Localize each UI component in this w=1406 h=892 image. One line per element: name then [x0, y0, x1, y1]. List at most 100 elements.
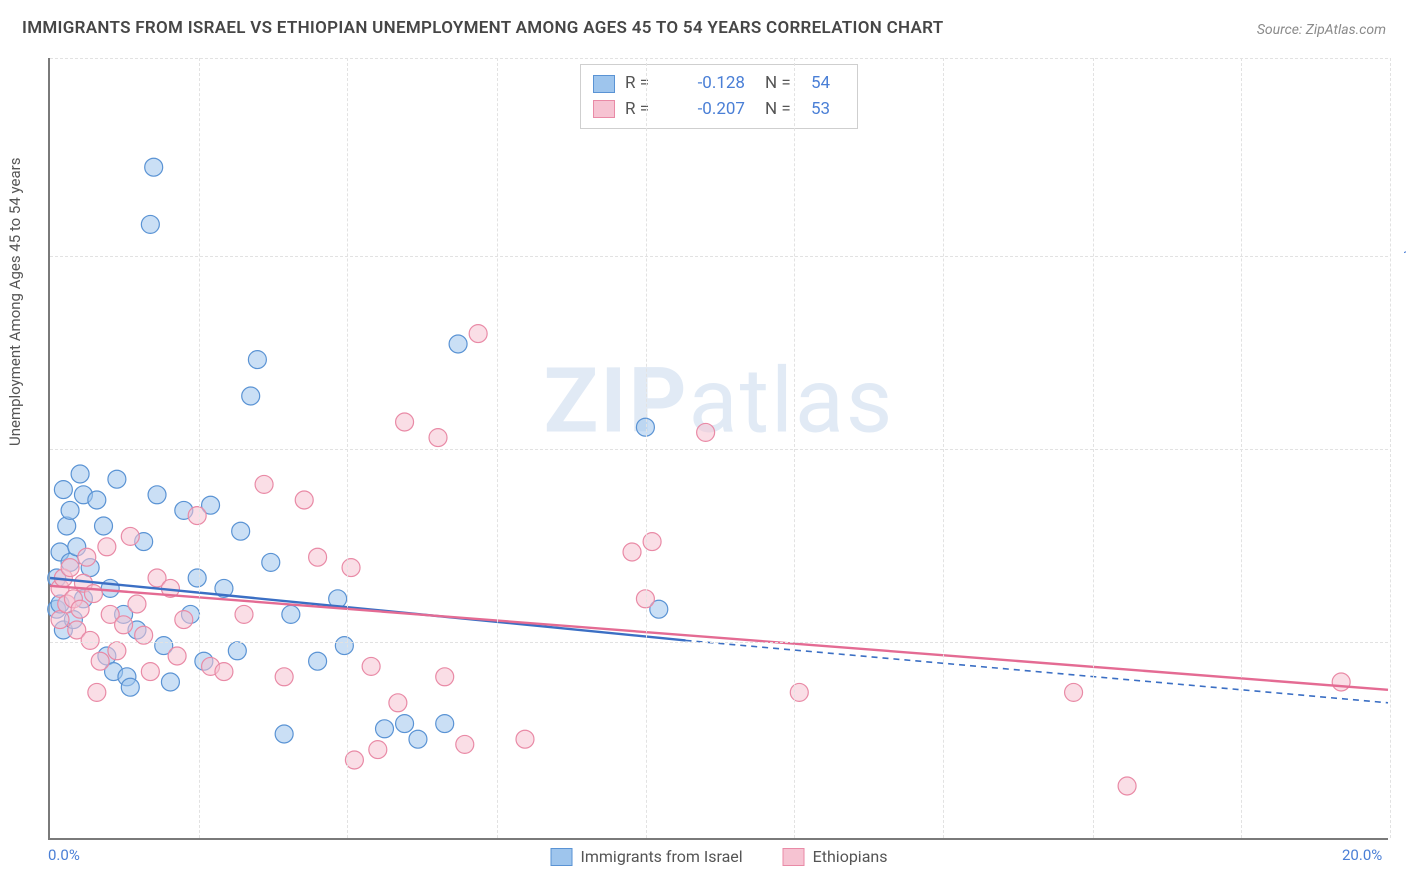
data-point — [369, 741, 387, 759]
data-point — [188, 569, 206, 587]
data-point — [469, 325, 487, 343]
data-point — [188, 507, 206, 525]
data-point — [295, 491, 313, 509]
gridline-vertical — [794, 58, 795, 838]
data-point — [54, 481, 72, 499]
gridline-horizontal — [50, 256, 1388, 257]
data-point — [91, 652, 109, 670]
r-value-a: -0.128 — [675, 71, 745, 97]
data-point — [121, 678, 139, 696]
data-point — [436, 668, 454, 686]
chart-page: IMMIGRANTS FROM ISRAEL VS ETHIOPIAN UNEM… — [0, 0, 1406, 892]
data-point — [335, 637, 353, 655]
data-point — [228, 642, 246, 660]
data-point — [376, 720, 394, 738]
data-point — [449, 335, 467, 353]
data-point — [362, 657, 380, 675]
data-point — [1332, 673, 1350, 691]
data-point — [790, 683, 808, 701]
data-point — [95, 517, 113, 535]
data-point — [128, 595, 146, 613]
plot-area: ZIPatlas R = -0.128 N = 54 R = -0.207 N … — [48, 58, 1388, 840]
data-point — [309, 548, 327, 566]
data-point — [396, 715, 414, 733]
data-point — [61, 501, 79, 519]
xtick-label: 20.0% — [1342, 846, 1382, 864]
data-point — [429, 429, 447, 447]
ytick-label: 7.5% — [1393, 440, 1406, 458]
data-point — [235, 605, 253, 623]
data-point — [409, 730, 427, 748]
data-point — [175, 611, 193, 629]
y-axis-label: Unemployment Among Ages 45 to 54 years — [6, 158, 24, 446]
legend-swatch-a — [551, 848, 573, 866]
r-value-b: -0.207 — [675, 97, 745, 123]
gridline-vertical — [1093, 58, 1094, 838]
data-point — [456, 735, 474, 753]
data-point — [161, 673, 179, 691]
n-value-a: 54 — [811, 71, 841, 97]
data-point — [71, 465, 89, 483]
n-label: N = — [765, 97, 801, 123]
data-point — [88, 491, 106, 509]
data-point — [516, 730, 534, 748]
data-point — [141, 215, 159, 233]
legend-swatch-b — [593, 100, 615, 118]
gridline-vertical — [943, 58, 944, 838]
n-value-b: 53 — [811, 97, 841, 123]
data-point — [108, 470, 126, 488]
data-point — [145, 158, 163, 176]
correlation-legend: R = -0.128 N = 54 R = -0.207 N = 53 — [580, 64, 858, 129]
gridline-horizontal — [50, 642, 1388, 643]
data-point — [255, 475, 273, 493]
data-point — [148, 486, 166, 504]
gridline-vertical — [1390, 58, 1391, 838]
data-point — [275, 668, 293, 686]
data-point — [1065, 683, 1083, 701]
gridline-horizontal — [50, 449, 1388, 450]
legend-row-b: R = -0.207 N = 53 — [593, 97, 841, 123]
chart-title: IMMIGRANTS FROM ISRAEL VS ETHIOPIAN UNEM… — [22, 18, 943, 38]
gridline-vertical — [497, 58, 498, 838]
source-attribution: Source: ZipAtlas.com — [1257, 22, 1386, 38]
gridline-vertical — [646, 58, 647, 838]
chart-svg — [50, 58, 1388, 838]
data-point — [697, 423, 715, 441]
gridline-horizontal — [50, 58, 1388, 59]
data-point — [309, 652, 327, 670]
gridline-vertical — [199, 58, 200, 838]
ytick-label: 3.8% — [1393, 633, 1406, 651]
data-point — [215, 663, 233, 681]
data-point — [84, 585, 102, 603]
data-point — [108, 642, 126, 660]
data-point — [262, 553, 280, 571]
data-point — [342, 559, 360, 577]
data-point — [121, 527, 139, 545]
data-point — [232, 522, 250, 540]
legend-label-b: Ethiopians — [813, 847, 888, 866]
data-point — [58, 517, 76, 535]
data-point — [88, 683, 106, 701]
legend-entry-b: Ethiopians — [783, 847, 888, 866]
data-point — [141, 663, 159, 681]
regression-line — [50, 586, 1388, 690]
data-point — [61, 559, 79, 577]
data-point — [78, 548, 96, 566]
data-point — [282, 605, 300, 623]
data-point — [248, 351, 266, 369]
legend-entry-a: Immigrants from Israel — [551, 847, 743, 866]
data-point — [1118, 777, 1136, 795]
data-point — [115, 616, 133, 634]
data-point — [168, 647, 186, 665]
data-point — [98, 538, 116, 556]
data-point — [71, 600, 89, 618]
data-point — [242, 387, 260, 405]
legend-row-a: R = -0.128 N = 54 — [593, 71, 841, 97]
data-point — [389, 694, 407, 712]
data-point — [623, 543, 641, 561]
data-point — [81, 631, 99, 649]
data-point — [275, 725, 293, 743]
ytick-label: 11.2% — [1393, 247, 1406, 265]
series-legend: Immigrants from Israel Ethiopians — [551, 847, 888, 866]
legend-swatch-b — [783, 848, 805, 866]
